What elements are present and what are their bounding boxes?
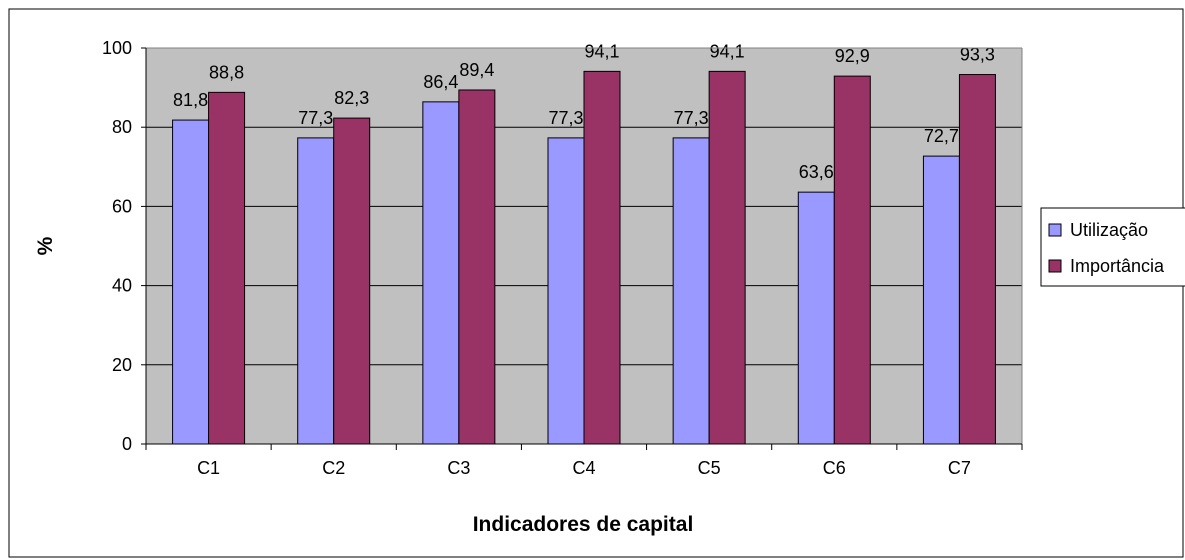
bar-c4-series-1 [547, 137, 585, 445]
bar-c6-series-2 [833, 75, 871, 445]
x-tick-label: C7 [948, 458, 971, 478]
y-tick-label: 100 [102, 38, 132, 58]
bar-c5-series-1 [672, 137, 710, 445]
bar-c5-series-2 [708, 70, 746, 445]
x-tick-label: C3 [447, 458, 470, 478]
data-label: 94,1 [710, 41, 745, 61]
axes [145, 47, 1023, 445]
data-label: 86,4 [423, 72, 458, 92]
y-tick-label: 60 [112, 196, 132, 216]
data-labels: 81,888,877,382,386,489,477,394,177,394,1… [173, 41, 995, 182]
data-label: 77,3 [674, 108, 709, 128]
data-label: 82,3 [334, 88, 369, 108]
bar-c2-series-2 [333, 117, 371, 445]
bar-c6-series-1 [797, 191, 835, 445]
x-tick-label: C2 [322, 458, 345, 478]
bars [172, 70, 996, 445]
legend-swatch-utilizacao [1048, 223, 1062, 237]
y-tick-label: 0 [122, 434, 132, 454]
legend-box [1040, 207, 1185, 287]
data-label: 63,6 [799, 162, 834, 182]
bar-c4-series-2 [583, 70, 621, 445]
legend: Utilização Importância [1040, 207, 1185, 287]
y-tick-label: 40 [112, 276, 132, 296]
data-label: 72,7 [924, 126, 959, 146]
bar-c3-series-2 [458, 89, 496, 445]
bar-c7-series-2 [958, 74, 996, 445]
data-label: 93,3 [960, 45, 995, 65]
y-tick-label: 80 [112, 117, 132, 137]
bar-c1-series-2 [208, 91, 246, 445]
x-axis-ticks: C1 C2 C3 C4 C5 C6 C7 [145, 444, 1023, 478]
legend-label-utilizacao: Utilização [1070, 220, 1148, 240]
x-tick-label: C5 [698, 458, 721, 478]
y-axis-ticks: 0 20 40 60 80 100 [102, 38, 146, 454]
legend-swatch-importancia [1048, 259, 1062, 273]
data-label: 94,1 [584, 41, 619, 61]
bar-c3-series-1 [422, 101, 460, 445]
bar-c1-series-1 [172, 119, 210, 445]
y-axis-title: % [34, 236, 57, 255]
x-tick-label: C1 [197, 458, 220, 478]
x-tick-label: C4 [572, 458, 595, 478]
data-label: 81,8 [173, 90, 208, 110]
legend-label-importancia: Importância [1070, 256, 1165, 276]
data-label: 92,9 [835, 46, 870, 66]
x-axis-title: Indicadores de capital [473, 513, 694, 536]
data-label: 88,8 [209, 62, 244, 82]
bar-c7-series-1 [922, 155, 960, 445]
y-tick-label: 20 [112, 355, 132, 375]
data-label: 89,4 [459, 60, 494, 80]
data-label: 77,3 [548, 108, 583, 128]
data-label: 77,3 [298, 108, 333, 128]
bar-c2-series-1 [297, 137, 335, 445]
x-tick-label: C6 [823, 458, 846, 478]
